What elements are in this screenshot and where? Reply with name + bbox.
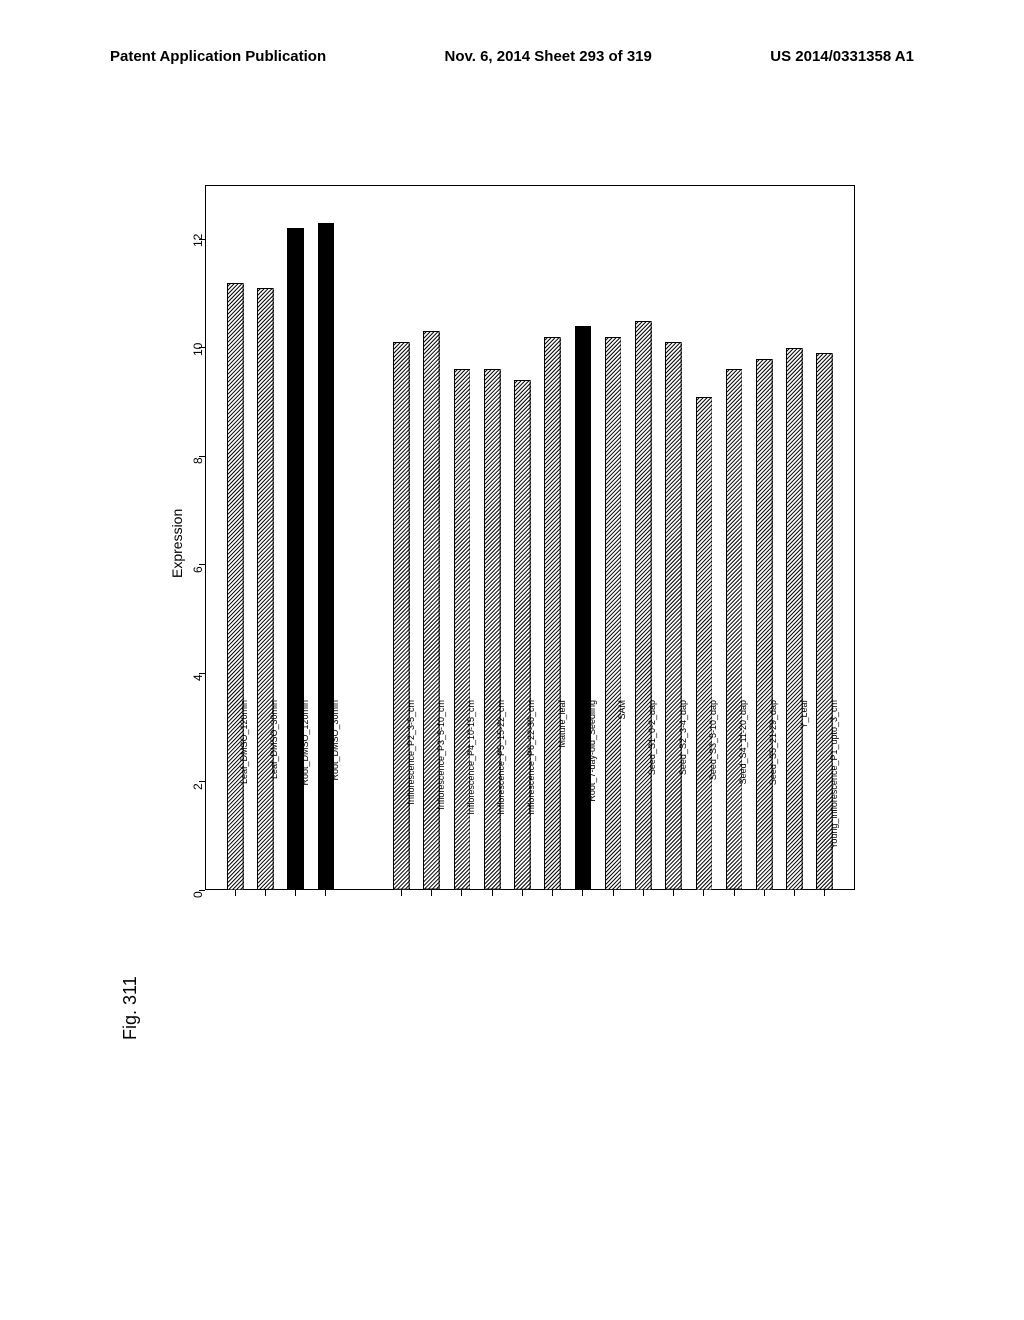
- x-tick: [492, 890, 493, 896]
- x-tick-label: Mature_leaf: [557, 700, 567, 900]
- x-tick: [552, 890, 553, 896]
- header-left: Patent Application Publication: [110, 48, 326, 65]
- y-tick-label: 12: [191, 234, 205, 247]
- x-tick-label: Y_Leaf: [799, 700, 809, 900]
- y-axis-label: Expression: [169, 508, 185, 577]
- x-tick-label: Root_DMSO_120min: [300, 700, 310, 900]
- x-tick-label: SAM: [617, 700, 627, 900]
- y-tick-label: 8: [191, 457, 205, 464]
- x-tick-label: Root_DMSO_30min: [330, 700, 340, 900]
- x-tick: [295, 890, 296, 896]
- y-tick-label: 6: [191, 566, 205, 573]
- y-tick-label: 2: [191, 783, 205, 790]
- x-tick: [764, 890, 765, 896]
- x-tick: [703, 890, 704, 896]
- figure-label: Fig. 311: [120, 976, 141, 1040]
- x-tick-label: Seed_S5_21-29_dap: [768, 700, 778, 900]
- x-tick-label: Inflorescence_P2_3-5_cm: [406, 700, 416, 900]
- x-tick: [235, 890, 236, 896]
- header-right: US 2014/0331358 A1: [770, 48, 914, 65]
- header-mid: Nov. 6, 2014 Sheet 293 of 319: [445, 48, 652, 65]
- y-tick-label: 4: [191, 674, 205, 681]
- figure-frame: Leaf_DMSO_120min Leaf_DMSO_30min Root_DMSO…: [155, 170, 875, 1090]
- x-tick: [824, 890, 825, 896]
- x-tick-label: Inflorescence_P3_5-10_cm: [436, 700, 446, 900]
- y-tick: [199, 564, 205, 565]
- x-tick-label: Leaf_DMSO_30min: [269, 700, 279, 900]
- x-tick: [431, 890, 432, 896]
- x-tick: [613, 890, 614, 896]
- x-tick-label: Seed_S1_0-2_dap: [647, 700, 657, 900]
- y-tick: [199, 781, 205, 782]
- x-tick-label: Leaf_DMSO_120min: [239, 700, 249, 900]
- page-header: Patent Application Publication Nov. 6, 2…: [0, 48, 1024, 65]
- x-tick: [401, 890, 402, 896]
- x-tick-label: Root_7-day-old_Seedling: [587, 700, 597, 900]
- x-tick: [734, 890, 735, 896]
- x-tick: [522, 890, 523, 896]
- y-tick-label: 0: [191, 891, 205, 898]
- x-tick: [265, 890, 266, 896]
- x-tick-label: Inflorescence_P4_10-15_cm: [466, 700, 476, 900]
- x-tick: [461, 890, 462, 896]
- x-tick: [673, 890, 674, 896]
- x-tick-label: Inflorescence_P5_15-22_cm: [496, 700, 506, 900]
- x-tick-label: Seed_S3_5-10_dap: [708, 700, 718, 900]
- x-tick-label: Inflorescence_P6_22-30_cm: [526, 700, 536, 900]
- x-tick: [325, 890, 326, 896]
- y-tick-label: 10: [191, 342, 205, 355]
- x-tick: [643, 890, 644, 896]
- x-tick-label: Seed_S4_11-20_dap: [738, 700, 748, 900]
- x-tick: [582, 890, 583, 896]
- x-tick: [794, 890, 795, 896]
- x-tick-label: Young_inflorescence_P1_upto_3_cm: [829, 700, 839, 900]
- x-tick-label: Seed_S2_3-4_dap: [678, 700, 688, 900]
